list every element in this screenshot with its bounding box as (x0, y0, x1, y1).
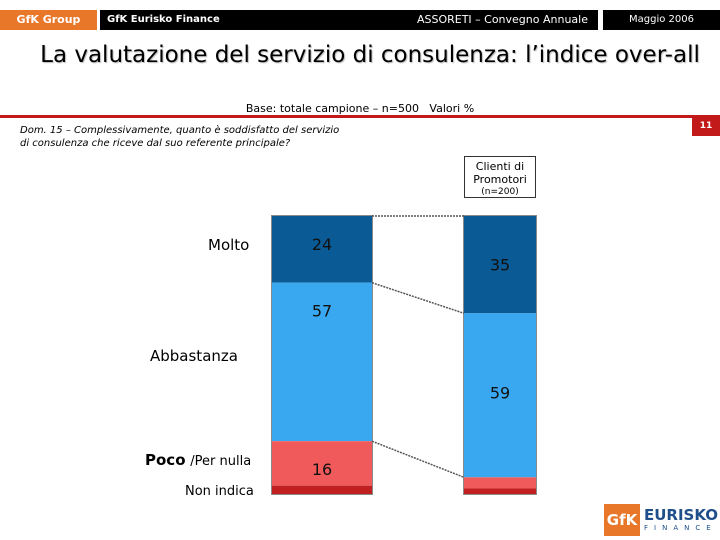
data-label-2-abbastanza: 59 (490, 384, 510, 403)
page-number: 11 (692, 116, 720, 136)
base-note: Base: totale campione – n=500 Valori % (245, 102, 475, 115)
header-bar: GfK Group GfK Eurisko Finance ASSORETI –… (0, 0, 720, 40)
logo-gfk: GfK (604, 504, 640, 536)
connector-line-3 (371, 440, 465, 479)
data-label-1-molto: 24 (312, 235, 332, 254)
bar-2-non-indica (464, 488, 536, 494)
column-header-title: Clienti di Promotori (473, 160, 527, 186)
bar-1-molto (272, 216, 372, 283)
bar-2-outline (463, 215, 537, 495)
data-label-1-poco: 16 (312, 460, 332, 479)
bar-1-non-indica (272, 485, 372, 494)
header-event: ASSORETI – Convegno Annuale (226, 10, 598, 30)
label-non-indica: Non indica (185, 484, 254, 499)
data-label-1-abbastanza: 57 (312, 302, 332, 321)
connector-line-2 (371, 282, 465, 315)
label-abbastanza: Abbastanza (150, 347, 238, 365)
header-date: Maggio 2006 (603, 10, 720, 30)
question-line-2: di consulenza che riceve dal suo referen… (20, 138, 291, 149)
bar-2-molto (464, 216, 536, 314)
logo-eurisko: EURISKO (644, 505, 719, 524)
bar-2-poco (464, 477, 536, 489)
question-line-1: Dom. 15 – Complessivamente, quanto è sod… (20, 125, 340, 136)
column-header-n: (n=200) (481, 187, 519, 197)
label-poco-main: Poco (145, 451, 186, 469)
header-company: GfK Group (0, 10, 97, 30)
label-poco-sub: /Per nulla (190, 454, 252, 469)
bar-1-outline (271, 215, 373, 495)
logo-finance: FINANCE (644, 523, 717, 532)
label-poco: Poco /Per nulla (145, 451, 251, 469)
title-divider (0, 115, 720, 118)
bar-1-abbastanza (272, 282, 372, 442)
column-header-clienti: Clienti di Promotori (n=200) (464, 156, 536, 198)
eurisko-logo: GfK EURISKO FINANCE (604, 504, 718, 536)
page-title: La valutazione del servizio di consulenz… (40, 42, 700, 68)
bar-2-abbastanza (464, 313, 536, 478)
label-molto: Molto (208, 236, 250, 254)
survey-question: Dom. 15 – Complessivamente, quanto è sod… (20, 124, 360, 150)
header-division: GfK Eurisko Finance (100, 10, 226, 30)
data-label-2-molto: 35 (490, 256, 510, 275)
bar-1-poco (272, 441, 372, 486)
